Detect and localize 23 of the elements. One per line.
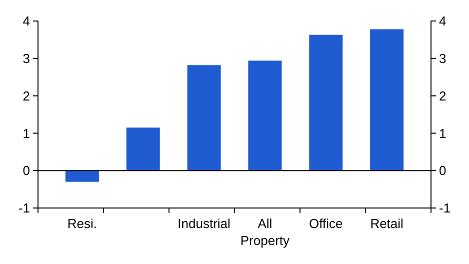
x-tick-label: Industrial — [178, 216, 231, 231]
x-tick-label: Retail — [370, 216, 404, 231]
bar — [248, 60, 282, 171]
y2-tick-label: 2 — [439, 88, 446, 104]
y2-tick-label: 0 — [439, 163, 446, 178]
bar — [187, 65, 221, 171]
x-tick-label: Resi. — [67, 216, 97, 231]
y-tick-label: 3 — [22, 50, 30, 66]
y2-tick-label: -1 — [439, 200, 451, 216]
x-tick-label: All Property — [240, 216, 290, 248]
y-tick-label: -1 — [18, 200, 30, 216]
y2-tick-label: 1 — [439, 126, 446, 141]
y-tick-label: 0 — [22, 163, 30, 178]
bar — [65, 170, 99, 182]
y-tick-label: 4 — [22, 14, 30, 29]
bar — [309, 34, 343, 171]
y-tick-label: 2 — [22, 88, 30, 104]
bar — [126, 128, 160, 171]
y2-tick-label: 3 — [439, 50, 446, 66]
bar — [370, 29, 404, 171]
x-tick-label: Office — [309, 216, 343, 231]
y-tick-label: 1 — [22, 126, 30, 141]
y2-tick-label: 4 — [439, 14, 446, 29]
